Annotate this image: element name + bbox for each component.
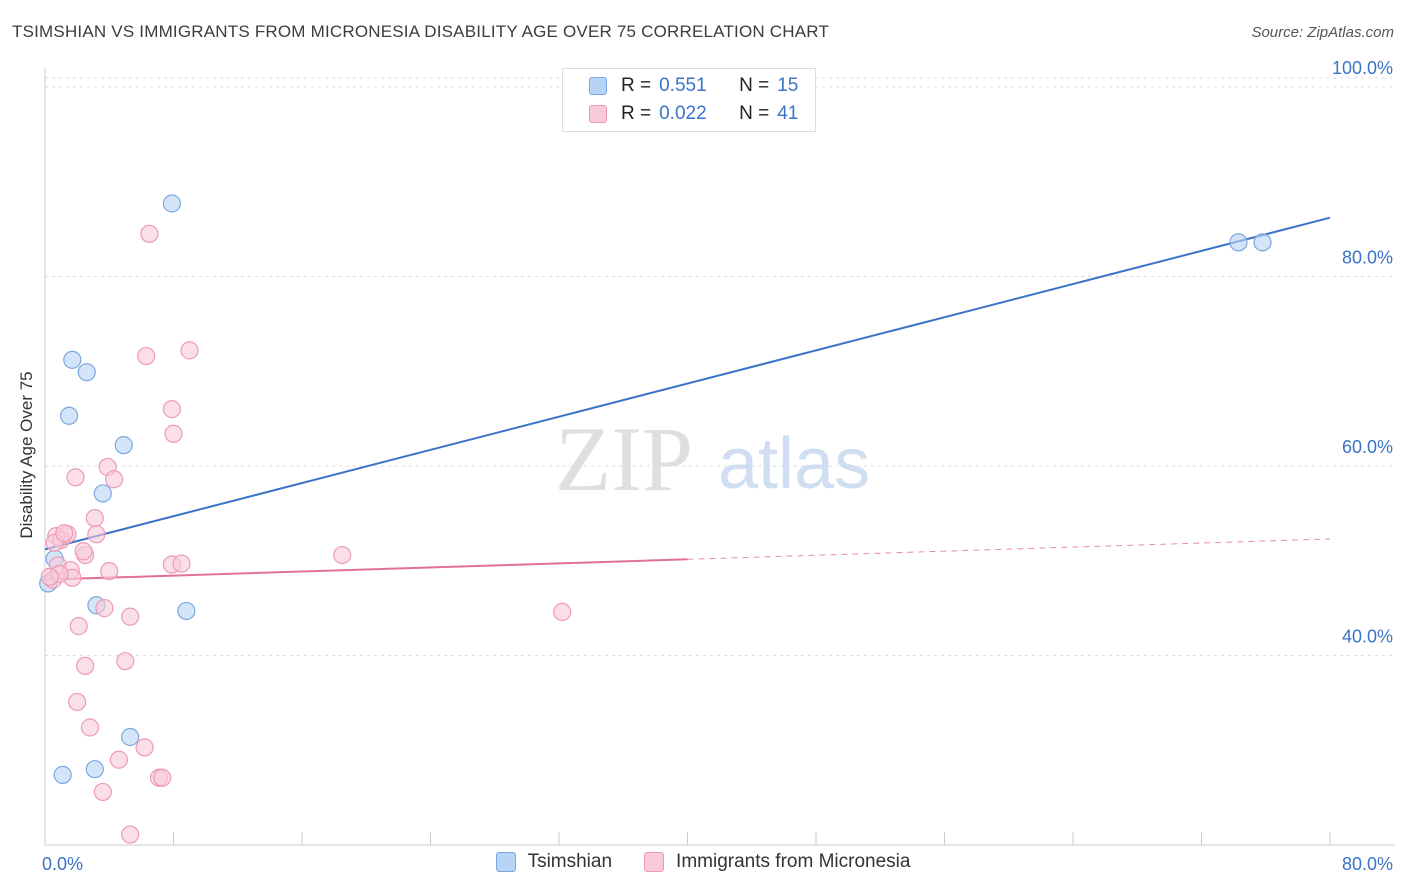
data-point	[93, 484, 112, 503]
data-point	[66, 468, 85, 487]
data-point	[1253, 233, 1272, 252]
data-point	[69, 617, 88, 636]
r-label: R =	[621, 75, 652, 96]
watermark-atlas: atlas	[718, 424, 870, 504]
r-label: R =	[621, 103, 652, 124]
data-point	[153, 768, 172, 787]
data-point	[180, 341, 199, 360]
legend-row-micronesia: R = 0.022 N = 41	[563, 101, 798, 127]
data-point	[80, 718, 100, 737]
axes	[44, 68, 1395, 846]
data-point	[177, 601, 196, 621]
data-point	[1229, 233, 1248, 252]
data-point	[137, 346, 156, 366]
data-point	[553, 602, 572, 622]
legend-label: Immigrants from Micronesia	[676, 851, 911, 872]
data-point	[53, 765, 72, 784]
r-value: 0.022	[659, 103, 707, 124]
x-tick-label: 80.0%	[1342, 854, 1393, 874]
data-point	[121, 825, 140, 844]
data-point	[77, 363, 96, 382]
data-point	[40, 567, 59, 586]
data-point	[87, 525, 106, 544]
data-point	[121, 607, 140, 626]
data-point	[93, 782, 112, 802]
data-point	[116, 652, 135, 671]
legend-swatch-micronesia	[644, 852, 665, 872]
legend-swatch-micronesia	[589, 105, 607, 123]
series-legend: Tsimshian Immigrants from Micronesia	[0, 851, 1406, 873]
data-point	[114, 436, 133, 455]
legend-swatch-tsimshian	[589, 77, 607, 95]
data-point	[162, 400, 181, 419]
data-point	[109, 750, 128, 769]
data-point	[68, 692, 87, 712]
data-point	[121, 727, 140, 747]
data-point	[333, 545, 352, 565]
data-point	[135, 738, 154, 757]
data-point	[55, 524, 74, 543]
data-point	[74, 542, 93, 561]
legend-swatch-tsimshian	[495, 852, 516, 872]
data-points	[39, 194, 1272, 844]
n-value: 15	[777, 75, 799, 96]
tick-labels: 40.0% 60.0% 80.0% 100.0% 0.0% 80.0%	[42, 58, 1393, 874]
legend-label: Tsimshian	[527, 851, 613, 872]
watermark-zip: ZIP	[555, 408, 693, 510]
data-point	[104, 470, 124, 489]
y-tick-label: 40.0%	[1342, 626, 1393, 646]
trend-line-dashed-1	[687, 538, 1331, 560]
trend-line-0	[44, 216, 1331, 551]
data-point	[85, 508, 104, 528]
data-point	[76, 656, 95, 676]
legend-item-micronesia: Immigrants from Micronesia	[644, 851, 910, 873]
data-point	[59, 406, 79, 425]
y-tick-label: 100.0%	[1332, 58, 1393, 78]
data-point	[172, 554, 191, 573]
r-value: 0.551	[659, 75, 707, 96]
y-tick-label: 80.0%	[1342, 247, 1393, 267]
data-point	[95, 599, 114, 618]
watermark: ZIP atlas	[555, 408, 870, 510]
n-label: N =	[739, 103, 770, 124]
data-point	[140, 224, 159, 243]
data-point	[162, 194, 181, 213]
data-point	[85, 760, 104, 779]
gridlines	[45, 77, 1395, 656]
chart-title: TSIMSHIAN VS IMMIGRANTS FROM MICRONESIA …	[12, 22, 830, 41]
n-value: 41	[777, 103, 799, 124]
x-tick-label: 0.0%	[42, 854, 83, 874]
n-label: N =	[739, 75, 770, 96]
legend-row-tsimshian: R = 0.551 N = 15	[563, 73, 798, 99]
correlation-legend: R = 0.551 N = 15 R = 0.022 N = 41	[562, 68, 816, 132]
trend-lines	[44, 216, 1331, 581]
y-tick-label: 60.0%	[1342, 437, 1393, 457]
source-label: Source: ZipAtlas.com	[1251, 24, 1394, 41]
trend-line-1	[44, 558, 688, 581]
legend-item-tsimshian: Tsimshian	[495, 851, 613, 873]
data-point	[63, 350, 82, 369]
data-point	[164, 424, 183, 443]
data-point	[100, 562, 119, 581]
